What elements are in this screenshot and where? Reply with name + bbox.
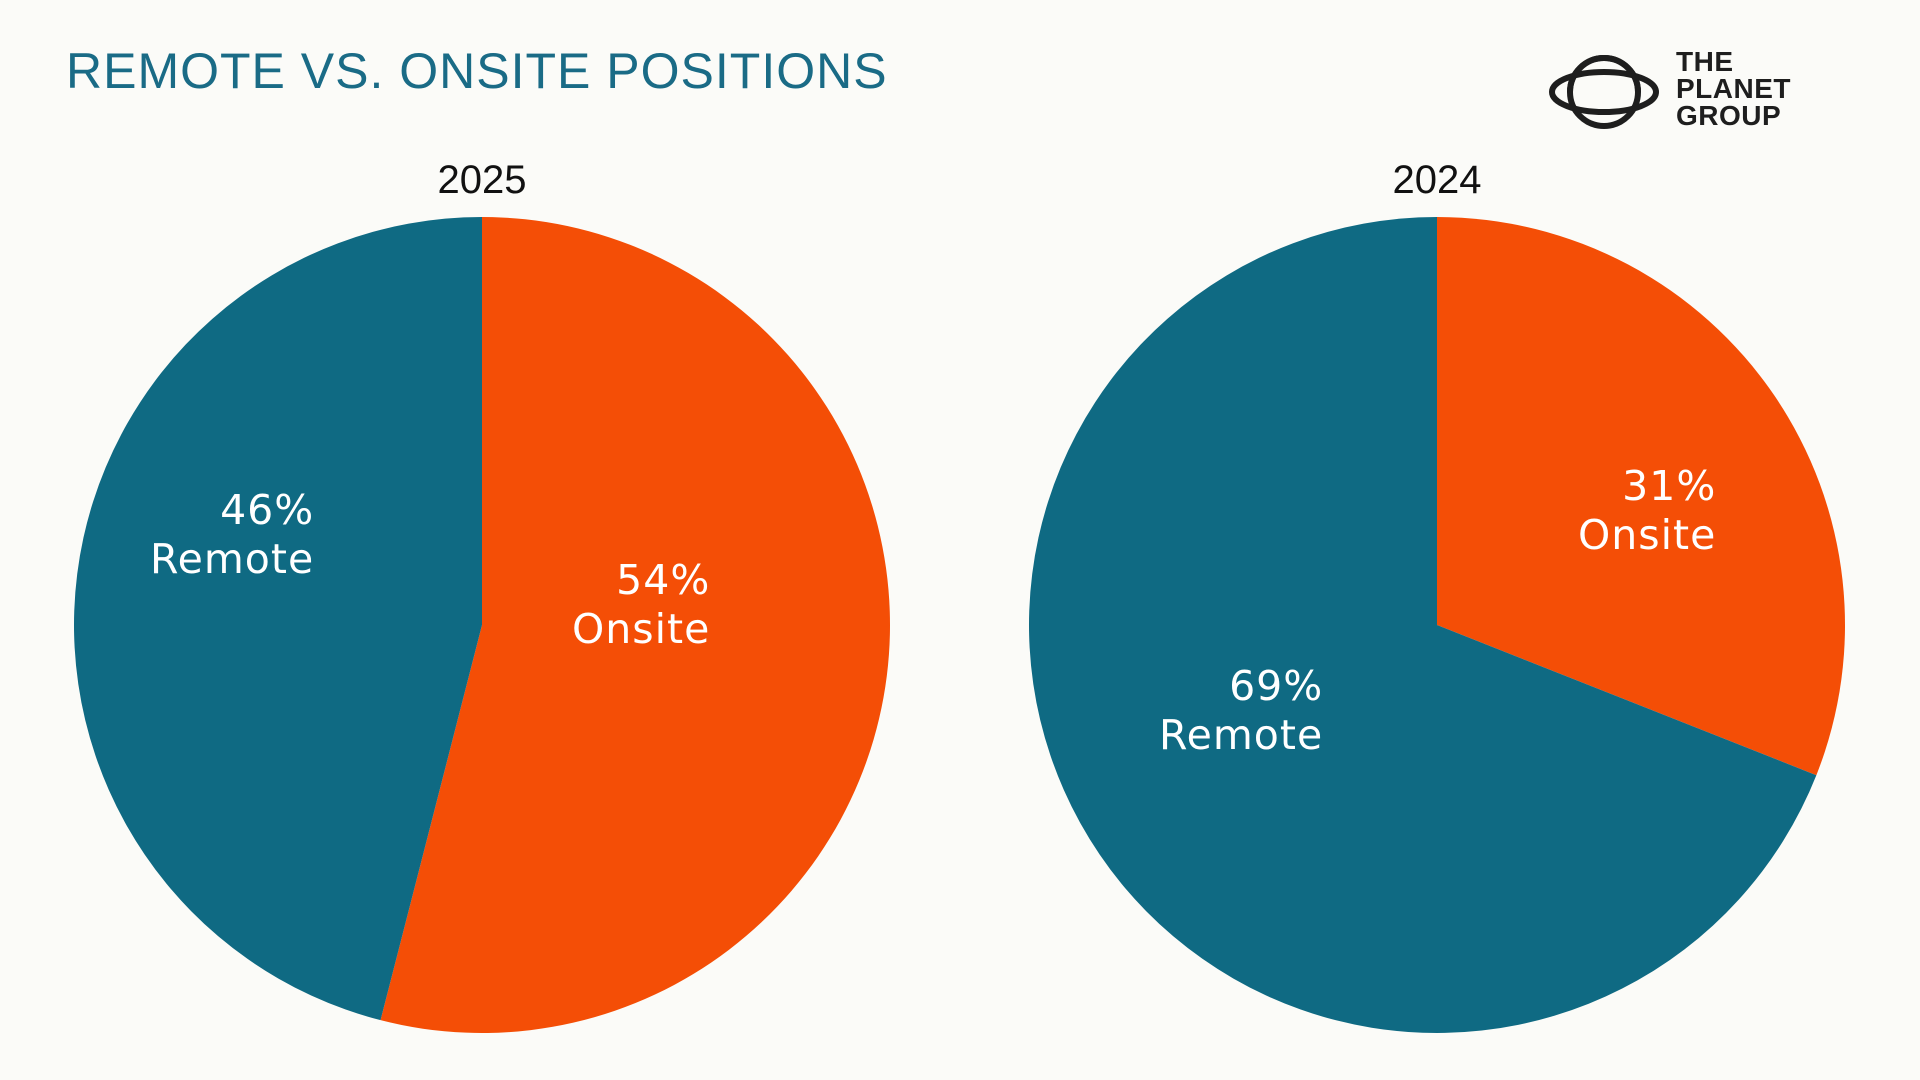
slice-value-2025-onsite: 54% [616,556,711,604]
slice-name-2024-remote: Remote [1159,711,1324,759]
pie-chart-2025 [73,217,890,1033]
chart-title-2025: 2025 [437,158,527,202]
chart-title-2024: 2024 [1392,158,1482,202]
brand-line-2: PLANET [1676,73,1791,104]
brand-logo: THE PLANET GROUP [1548,44,1848,140]
slice-name-2025-remote: Remote [150,535,315,583]
brand-wordmark: THE PLANET GROUP [1676,46,1791,131]
brand-line-3: GROUP [1676,100,1782,131]
slice-label-2024-onsite: 31% Onsite [1578,462,1716,560]
slice-value-2024-remote: 69% [1229,662,1324,710]
slice-label-2025-onsite: 54% Onsite [572,556,710,654]
slice-name-2025-onsite: Onsite [572,605,711,653]
pie-slice-2025-onsite [380,217,890,1033]
brand-line-1: THE [1676,46,1734,77]
pie-chart-2024 [1028,217,1845,1033]
page-title: REMOTE VS. ONSITE POSITIONS [66,43,888,99]
slice-value-2025-remote: 46% [220,486,315,534]
slice-value-2024-onsite: 31% [1622,462,1717,510]
pie-slice-2025-remote [73,217,483,1021]
slice-label-2025-remote: 46% Remote [150,486,314,584]
slice-name-2024-onsite: Onsite [1578,511,1717,559]
pie-slice-2024-remote [1028,217,1817,1033]
pie-slice-2024-onsite [1437,217,1845,776]
planet-ring-icon [1549,55,1659,129]
slice-label-2024-remote: 69% Remote [1159,662,1323,760]
